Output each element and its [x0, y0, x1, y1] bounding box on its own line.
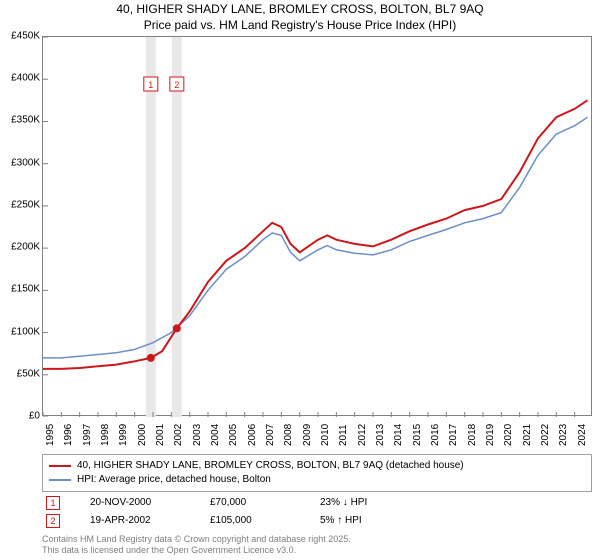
x-tick-label: 2020 — [503, 424, 514, 446]
table-row: 1 20-NOV-2000 £70,000 23% ↓ HPI — [42, 494, 592, 512]
x-tick-label: 2013 — [375, 424, 386, 446]
legend-label: HPI: Average price, detached house, Bolt… — [77, 473, 271, 487]
y-tick-label: £400K — [0, 73, 40, 84]
x-tick-label: 1995 — [45, 424, 56, 446]
sale-price: £70,000 — [210, 494, 290, 512]
x-tick-label: 1999 — [118, 424, 129, 446]
x-tick-label: 2006 — [247, 424, 258, 446]
legend-label: 40, HIGHER SHADY LANE, BROMLEY CROSS, BO… — [77, 459, 464, 473]
svg-text:1: 1 — [148, 80, 153, 90]
y-tick-label: £350K — [0, 115, 40, 126]
credits: Contains HM Land Registry data © Crown c… — [42, 534, 351, 556]
sale-date: 19-APR-2002 — [90, 512, 180, 530]
sale-marker: 1 — [46, 496, 60, 510]
x-tick-label: 2011 — [338, 424, 349, 446]
y-tick-label: £50K — [0, 368, 40, 379]
x-tick-label: 2023 — [558, 424, 569, 446]
x-tick-label: 2012 — [357, 424, 368, 446]
plot-svg: 12 — [43, 37, 593, 417]
x-tick-label: 2009 — [302, 424, 313, 446]
x-tick-label: 2000 — [137, 424, 148, 446]
sale-hpi-delta: 5% ↑ HPI — [320, 512, 362, 530]
x-tick-label: 2002 — [173, 424, 184, 446]
legend-item: 40, HIGHER SHADY LANE, BROMLEY CROSS, BO… — [49, 459, 585, 473]
x-tick-label: 2010 — [320, 424, 331, 446]
legend-item: HPI: Average price, detached house, Bolt… — [49, 473, 585, 487]
x-tick-label: 2004 — [210, 424, 221, 446]
x-tick-label: 2014 — [393, 424, 404, 446]
x-tick-label: 2003 — [192, 424, 203, 446]
y-tick-label: £100K — [0, 326, 40, 337]
y-tick-label: £150K — [0, 284, 40, 295]
x-tick-label: 2007 — [265, 424, 276, 446]
x-tick-label: 2021 — [522, 424, 533, 446]
chart-container: 40, HIGHER SHADY LANE, BROMLEY CROSS, BO… — [0, 0, 600, 560]
legend-swatch — [49, 465, 71, 467]
chart-title-line2: Price paid vs. HM Land Registry's House … — [0, 18, 600, 32]
y-tick-label: £250K — [0, 199, 40, 210]
x-tick-label: 2005 — [228, 424, 239, 446]
y-tick-label: £200K — [0, 242, 40, 253]
x-tick-label: 2015 — [412, 424, 423, 446]
sale-hpi-delta: 23% ↓ HPI — [320, 494, 367, 512]
x-tick-label: 1998 — [100, 424, 111, 446]
x-tick-label: 2016 — [430, 424, 441, 446]
credits-line1: Contains HM Land Registry data © Crown c… — [42, 534, 351, 545]
x-tick-label: 2008 — [283, 424, 294, 446]
x-tick-label: 2022 — [540, 424, 551, 446]
x-tick-label: 1996 — [63, 424, 74, 446]
legend: 40, HIGHER SHADY LANE, BROMLEY CROSS, BO… — [42, 454, 592, 492]
x-tick-label: 2024 — [577, 424, 588, 446]
y-tick-label: £0 — [0, 411, 40, 422]
sale-marker: 2 — [46, 514, 60, 528]
x-tick-label: 2018 — [467, 424, 478, 446]
x-tick-label: 2017 — [448, 424, 459, 446]
credits-line2: This data is licensed under the Open Gov… — [42, 545, 351, 556]
y-tick-label: £300K — [0, 157, 40, 168]
x-tick-label: 2019 — [485, 424, 496, 446]
table-row: 2 19-APR-2002 £105,000 5% ↑ HPI — [42, 512, 592, 530]
chart-title-line1: 40, HIGHER SHADY LANE, BROMLEY CROSS, BO… — [0, 2, 600, 16]
sale-date: 20-NOV-2000 — [90, 494, 180, 512]
legend-swatch — [49, 479, 71, 481]
x-tick-label: 2001 — [155, 424, 166, 446]
x-tick-label: 1997 — [82, 424, 93, 446]
svg-text:2: 2 — [174, 80, 179, 90]
sale-price: £105,000 — [210, 512, 290, 530]
plot-area: 12 — [42, 36, 592, 416]
y-tick-label: £450K — [0, 31, 40, 42]
sales-table: 1 20-NOV-2000 £70,000 23% ↓ HPI 2 19-APR… — [42, 494, 592, 530]
